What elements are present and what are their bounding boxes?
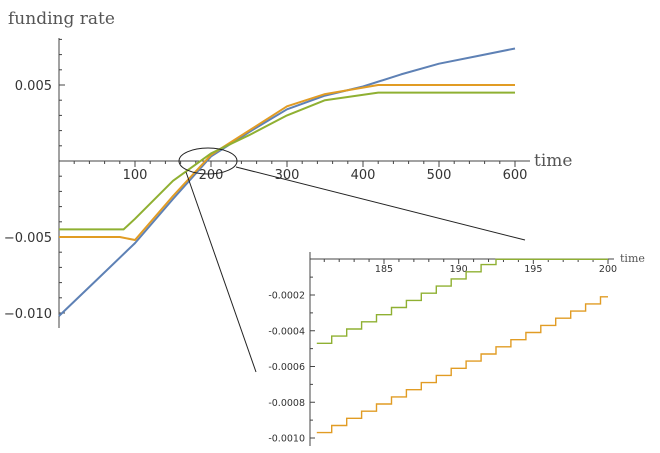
zoom-leader-line-top [235, 166, 526, 241]
inset-background [258, 248, 658, 448]
main-y-ticks: −0.010 −0.005 0.005 [4, 38, 65, 322]
main-series-line-2 [59, 91, 515, 231]
main-x-tick-label-500: 500 [427, 168, 452, 183]
inset-x-axis-title: time [620, 252, 645, 265]
main-x-axis-title: time [534, 151, 572, 171]
main-x-tick-label-100: 100 [123, 168, 148, 183]
main-chart: 100 200 300 400 500 600 −0.010 −0.005 0.005 fun… [4, 9, 572, 328]
main-y-axis-title: funding rate [8, 9, 115, 29]
main-x-ticks: 100 200 300 400 500 600 [73, 161, 528, 183]
main-series-line-0 [58, 47, 516, 317]
main-x-tick-label-300: 300 [275, 168, 300, 183]
inset-x-tick-label-185: 185 [375, 264, 393, 275]
inset-y-tick-label-4: -0.0010 [268, 434, 305, 445]
inset-y-tick-label-1: -0.0004 [268, 326, 305, 337]
zoom-leader-line-bottom [185, 171, 257, 373]
inset-series-group [316, 258, 608, 434]
inset-series-line-1 [316, 296, 608, 434]
inset-x-tick-label-200: 200 [599, 264, 617, 275]
inset-x-ticks: 185 190 195 200 [323, 259, 617, 275]
main-x-tick-label-400: 400 [351, 168, 376, 183]
main-series-line-1 [59, 84, 515, 241]
inset-y-tick-label-2: -0.0006 [268, 362, 305, 373]
inset-series-line-0 [316, 258, 608, 344]
inset-chart: 185 190 195 200 -0.0002-0.0004-0.0006-0.000… [258, 248, 658, 448]
inset-y-tick-label-3: -0.0008 [268, 398, 305, 409]
main-x-tick-label-600: 600 [503, 168, 528, 183]
inset-x-tick-label-190: 190 [450, 264, 468, 275]
main-x-tick-label-200: 200 [199, 168, 224, 183]
inset-y-tick-label-0: -0.0002 [268, 291, 305, 302]
inset-y-ticks: -0.0002 -0.0004 -0.0006 -0.0008 -0.0010 [268, 276, 315, 445]
zoom-indicator [178, 147, 526, 373]
main-y-tick-label-1: −0.005 [4, 231, 52, 246]
main-y-tick-label-0: −0.010 [4, 307, 52, 322]
inset-x-tick-label-195: 195 [524, 264, 542, 275]
main-y-tick-label-2: 0.005 [15, 79, 52, 94]
zoom-ellipse [178, 147, 238, 175]
main-series-group [58, 47, 516, 317]
